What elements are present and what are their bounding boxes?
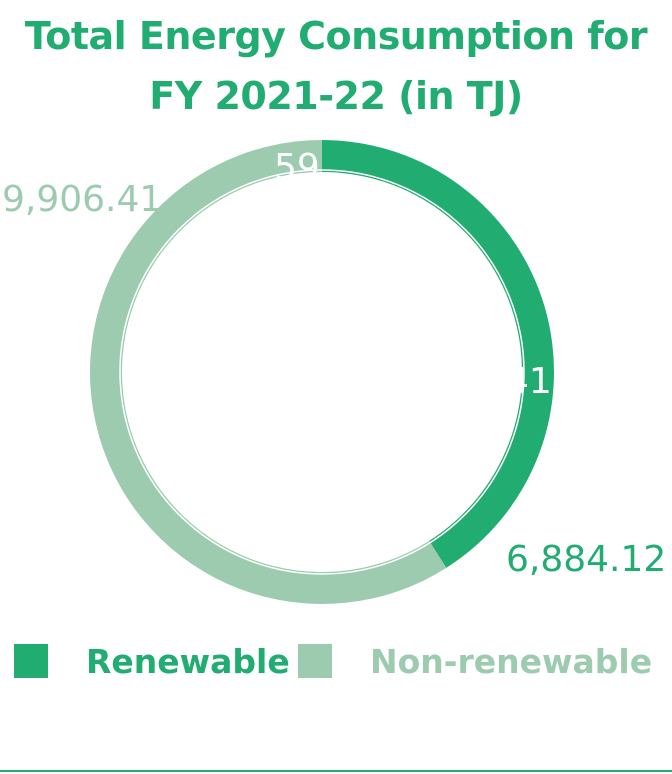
donut-slice-non-renewable bbox=[89, 140, 447, 605]
bottom-divider bbox=[0, 770, 672, 772]
chart-legend: Renewable Non-renewable bbox=[0, 642, 672, 682]
donut-slice-renewable bbox=[322, 140, 554, 568]
legend-swatch-non-renewable bbox=[298, 644, 332, 678]
chart-title: Total Energy Consumption for FY 2021-22 … bbox=[0, 6, 672, 126]
slice-value-label-renewable: 6,884.12 bbox=[506, 539, 667, 580]
slice-percent-label-non-renewable: 59 bbox=[274, 147, 320, 188]
legend-label-non-renewable: Non-renewable bbox=[370, 642, 653, 681]
slice-value-label-non-renewable: 9,906.41 bbox=[2, 179, 163, 220]
chart-title-line-2: FY 2021-22 (in TJ) bbox=[149, 74, 523, 118]
inner-ring-line bbox=[119, 169, 525, 575]
donut-slices bbox=[89, 140, 554, 605]
legend-label-renewable: Renewable bbox=[86, 642, 290, 681]
legend-swatch-renewable bbox=[14, 644, 48, 678]
slice-percent-label-renewable: 41 bbox=[506, 361, 552, 402]
chart-title-line-1: Total Energy Consumption for bbox=[24, 14, 648, 58]
